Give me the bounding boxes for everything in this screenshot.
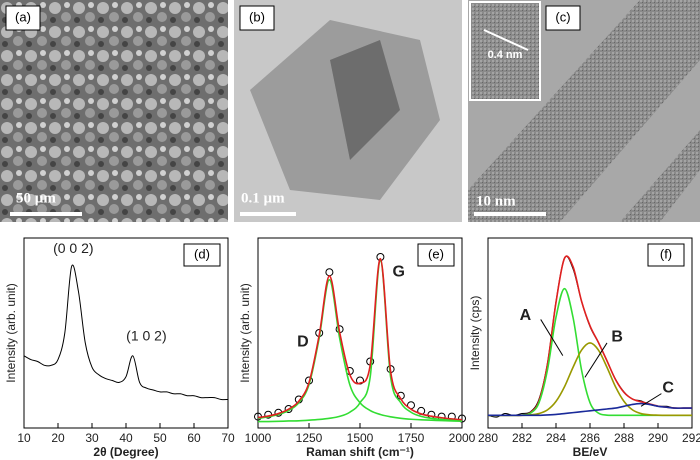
sheet-dark	[330, 40, 400, 160]
annotation: (1 0 2)	[126, 328, 166, 344]
series-line	[487, 287, 692, 417]
panel-label: (e)	[428, 246, 444, 261]
scale-text: 50 µm	[16, 190, 56, 206]
panel-c: 0.4 nm (c) 10 nm	[468, 0, 700, 222]
annotation: A	[520, 307, 532, 324]
inset-label: 0.4 nm	[488, 49, 523, 61]
x-tick-label: 280	[478, 431, 498, 445]
series-line	[257, 259, 463, 423]
series-line	[23, 264, 229, 401]
y-axis-label: Intensity (arb. unit)	[4, 283, 18, 382]
annotation: G	[393, 263, 405, 280]
x-tick-label: 60	[187, 431, 201, 445]
data-point	[458, 414, 466, 423]
annotation: (0 0 2)	[53, 240, 93, 256]
series-line	[487, 255, 692, 418]
x-tick-label: 10	[17, 431, 31, 445]
panel-label: (d)	[194, 246, 210, 261]
label-box	[647, 243, 685, 267]
sem-image	[0, 0, 228, 222]
series-line	[257, 278, 463, 422]
series-line	[257, 257, 463, 421]
label-box	[545, 5, 581, 31]
x-tick-label: 1750	[398, 431, 425, 445]
panel-label: (f)	[660, 246, 672, 261]
x-tick-label: 50	[153, 431, 167, 445]
fiber	[620, 130, 700, 222]
x-axis-label: 2θ (Degree)	[93, 445, 158, 459]
panel-label: (c)	[555, 9, 570, 24]
x-tick-label: 1250	[296, 431, 323, 445]
annotation-arrow	[584, 342, 608, 378]
label-box	[183, 243, 221, 267]
x-tick-label: 292	[682, 431, 700, 445]
annotation: C	[662, 379, 674, 396]
x-tick-label: 288	[614, 431, 634, 445]
label-box	[417, 243, 455, 267]
annotation-arrow	[540, 319, 564, 356]
scale-text: 10 nm	[476, 193, 516, 209]
annotation: B	[611, 329, 623, 346]
x-tick-label: 1000	[245, 431, 272, 445]
panel-label: (a)	[15, 9, 31, 24]
scale-text: 0.1 µm	[241, 190, 285, 206]
y-axis-label: Intensity (arb. unit)	[238, 283, 252, 382]
label-box	[239, 5, 275, 31]
x-tick-label: 284	[546, 431, 566, 445]
x-axis-label: BE/eV	[573, 445, 608, 459]
y-axis-label: Intensity (cps)	[468, 296, 482, 371]
fiber	[468, 0, 700, 222]
x-tick-label: 1500	[347, 431, 374, 445]
x-tick-label: 40	[119, 431, 133, 445]
annotation: D	[297, 334, 309, 351]
series-line	[487, 255, 692, 417]
data-point	[325, 268, 334, 277]
annotation-arrow	[640, 393, 662, 407]
x-axis-label: Raman shift (cm⁻¹)	[306, 445, 414, 459]
panel-label: (b)	[249, 9, 265, 24]
inset	[469, 1, 541, 101]
series-line	[487, 402, 692, 417]
x-tick-label: 20	[51, 431, 65, 445]
x-tick-label: 30	[85, 431, 99, 445]
x-tick-label: 286	[580, 431, 600, 445]
panel-b: (b) 0.1 µm	[234, 0, 462, 222]
x-tick-label: 282	[512, 431, 532, 445]
x-tick-label: 70	[221, 431, 235, 445]
x-tick-label: 290	[648, 431, 668, 445]
panel-a: (a) 50 µm	[0, 0, 228, 222]
inset-arrow	[483, 29, 529, 51]
x-tick-label: 2000	[449, 431, 476, 445]
label-box	[5, 5, 41, 31]
